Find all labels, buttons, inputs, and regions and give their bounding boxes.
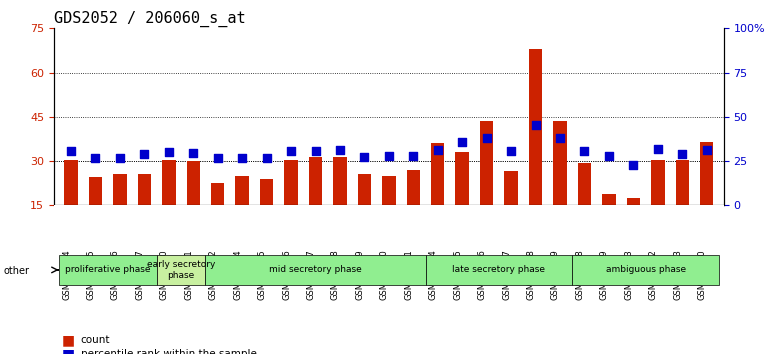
- Bar: [602, 194, 615, 250]
- Point: [65, 149, 77, 154]
- Bar: [138, 175, 151, 250]
- Point: [628, 163, 640, 169]
- Point: [456, 139, 468, 144]
- Bar: [162, 160, 176, 250]
- FancyBboxPatch shape: [426, 255, 572, 285]
- FancyBboxPatch shape: [156, 255, 206, 285]
- Bar: [260, 179, 273, 250]
- Bar: [554, 121, 567, 250]
- Bar: [358, 175, 371, 250]
- Bar: [236, 176, 249, 250]
- Text: ■: ■: [62, 347, 75, 354]
- Point: [505, 149, 517, 154]
- Text: ■: ■: [62, 333, 75, 347]
- Text: percentile rank within the sample: percentile rank within the sample: [81, 349, 256, 354]
- Bar: [64, 160, 78, 250]
- Point: [310, 149, 322, 154]
- Bar: [675, 160, 689, 250]
- Text: count: count: [81, 335, 110, 345]
- Bar: [456, 152, 469, 250]
- Point: [676, 151, 688, 157]
- Point: [578, 149, 591, 154]
- Point: [212, 155, 224, 160]
- Point: [651, 146, 664, 152]
- Bar: [309, 156, 322, 250]
- Text: other: other: [4, 266, 30, 276]
- Point: [407, 153, 420, 159]
- Bar: [89, 177, 102, 250]
- Point: [603, 153, 615, 159]
- Point: [333, 148, 346, 153]
- Bar: [284, 160, 298, 250]
- FancyBboxPatch shape: [206, 255, 426, 285]
- Bar: [407, 170, 420, 250]
- Bar: [186, 161, 200, 250]
- Point: [480, 135, 493, 141]
- Bar: [578, 162, 591, 250]
- Bar: [480, 121, 494, 250]
- Bar: [333, 156, 347, 250]
- Point: [358, 154, 370, 159]
- Text: ambiguous phase: ambiguous phase: [605, 266, 685, 274]
- Point: [236, 155, 248, 160]
- Point: [432, 148, 444, 153]
- Bar: [529, 49, 542, 250]
- FancyBboxPatch shape: [59, 255, 156, 285]
- Point: [701, 147, 713, 153]
- Text: GDS2052 / 206060_s_at: GDS2052 / 206060_s_at: [54, 11, 246, 27]
- Point: [260, 155, 273, 160]
- Point: [187, 150, 199, 155]
- Bar: [627, 198, 640, 250]
- Bar: [504, 171, 517, 250]
- Bar: [211, 183, 224, 250]
- Point: [383, 153, 395, 159]
- Text: proliferative phase: proliferative phase: [65, 266, 150, 274]
- Bar: [700, 142, 714, 250]
- Point: [554, 135, 566, 141]
- Point: [89, 155, 102, 160]
- Bar: [651, 160, 665, 250]
- Point: [114, 155, 126, 160]
- Point: [530, 122, 542, 128]
- Text: late secretory phase: late secretory phase: [452, 266, 545, 274]
- Point: [138, 151, 150, 157]
- Bar: [113, 175, 126, 250]
- Text: early secretory
phase: early secretory phase: [147, 260, 216, 280]
- Bar: [431, 143, 444, 250]
- Bar: [382, 176, 396, 250]
- Text: mid secretory phase: mid secretory phase: [270, 266, 362, 274]
- Point: [285, 149, 297, 154]
- Point: [162, 149, 175, 155]
- FancyBboxPatch shape: [572, 255, 719, 285]
